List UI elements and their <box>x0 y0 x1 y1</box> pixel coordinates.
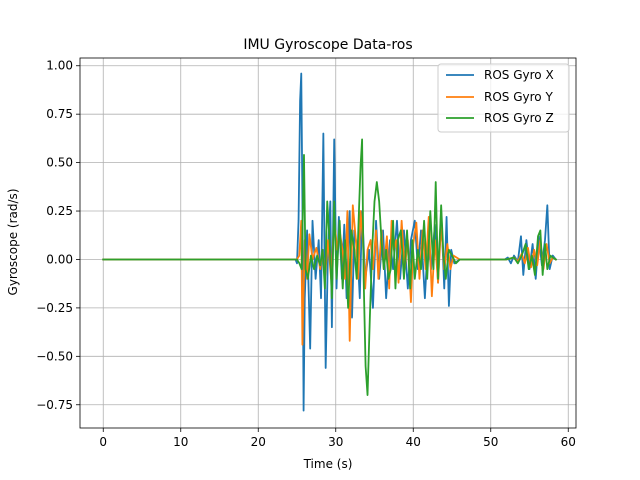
series-line-gyro-z <box>102 138 558 396</box>
legend-entry-gyro-z: ROS Gyro Z <box>446 111 554 125</box>
legend-entry-gyro-y: ROS Gyro Y <box>446 90 553 104</box>
y-tick-label: 0.50 <box>46 156 73 170</box>
x-tick-label: 50 <box>483 435 498 449</box>
legend-box <box>437 63 570 133</box>
y-tick-label: −0.50 <box>36 349 73 363</box>
y-ticks: −0.75 −0.50 −0.25 0.00 0.25 0.50 0.75 1.00 <box>36 59 80 412</box>
axes-frame <box>79 57 577 429</box>
y-tick-label: 1.00 <box>46 59 73 73</box>
legend-label-gyro-x: ROS Gyro X <box>484 68 554 82</box>
y-axis-label: Gyroscope (rad/s) <box>6 189 20 296</box>
legend-entry-gyro-x: ROS Gyro X <box>446 68 554 82</box>
series-group <box>102 72 558 412</box>
x-tick-label: 40 <box>406 435 421 449</box>
x-tick-label: 20 <box>251 435 266 449</box>
legend: ROS Gyro X ROS Gyro Y ROS Gyro Z <box>437 63 570 133</box>
y-tick-label: 0.75 <box>46 107 73 121</box>
x-tick-label: 30 <box>328 435 343 449</box>
x-tick-label: 60 <box>561 435 576 449</box>
y-tick-label: 0.00 <box>46 252 73 266</box>
y-tick-label: −0.75 <box>36 398 73 412</box>
x-tick-label: 0 <box>99 435 107 449</box>
legend-label-gyro-z: ROS Gyro Z <box>484 111 554 125</box>
y-tick-label: 0.25 <box>46 204 73 218</box>
legend-label-gyro-y: ROS Gyro Y <box>484 90 553 104</box>
x-tick-label: 10 <box>173 435 188 449</box>
x-ticks: 0 10 20 30 40 50 60 <box>99 428 576 449</box>
x-axis-label: Time (s) <box>303 457 353 471</box>
chart-title: IMU Gyroscope Data-ros <box>243 37 412 53</box>
y-tick-label: −0.25 <box>36 301 73 315</box>
